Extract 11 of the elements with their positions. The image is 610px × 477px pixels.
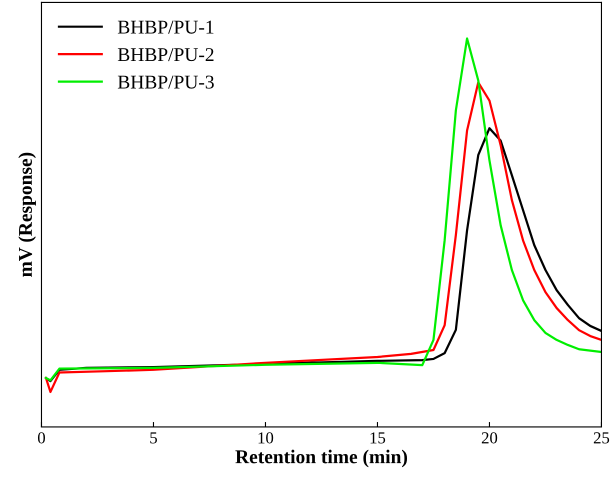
x-tick-label: 25 — [594, 432, 610, 444]
x-tick-label: 15 — [370, 432, 386, 444]
x-tick-label: 20 — [482, 432, 498, 444]
legend-label: BHBP/PU-2 — [118, 48, 214, 62]
y-axis-title: mV (Response) — [18, 152, 36, 277]
legend-label: BHBP/PU-1 — [118, 20, 214, 34]
x-tick-label: 5 — [150, 432, 157, 444]
legend-label: BHBP/PU-3 — [118, 76, 214, 89]
x-tick-label: 10 — [258, 432, 274, 444]
x-axis-title: Retention time (min) — [235, 450, 408, 468]
x-tick-label: 0 — [38, 432, 46, 444]
